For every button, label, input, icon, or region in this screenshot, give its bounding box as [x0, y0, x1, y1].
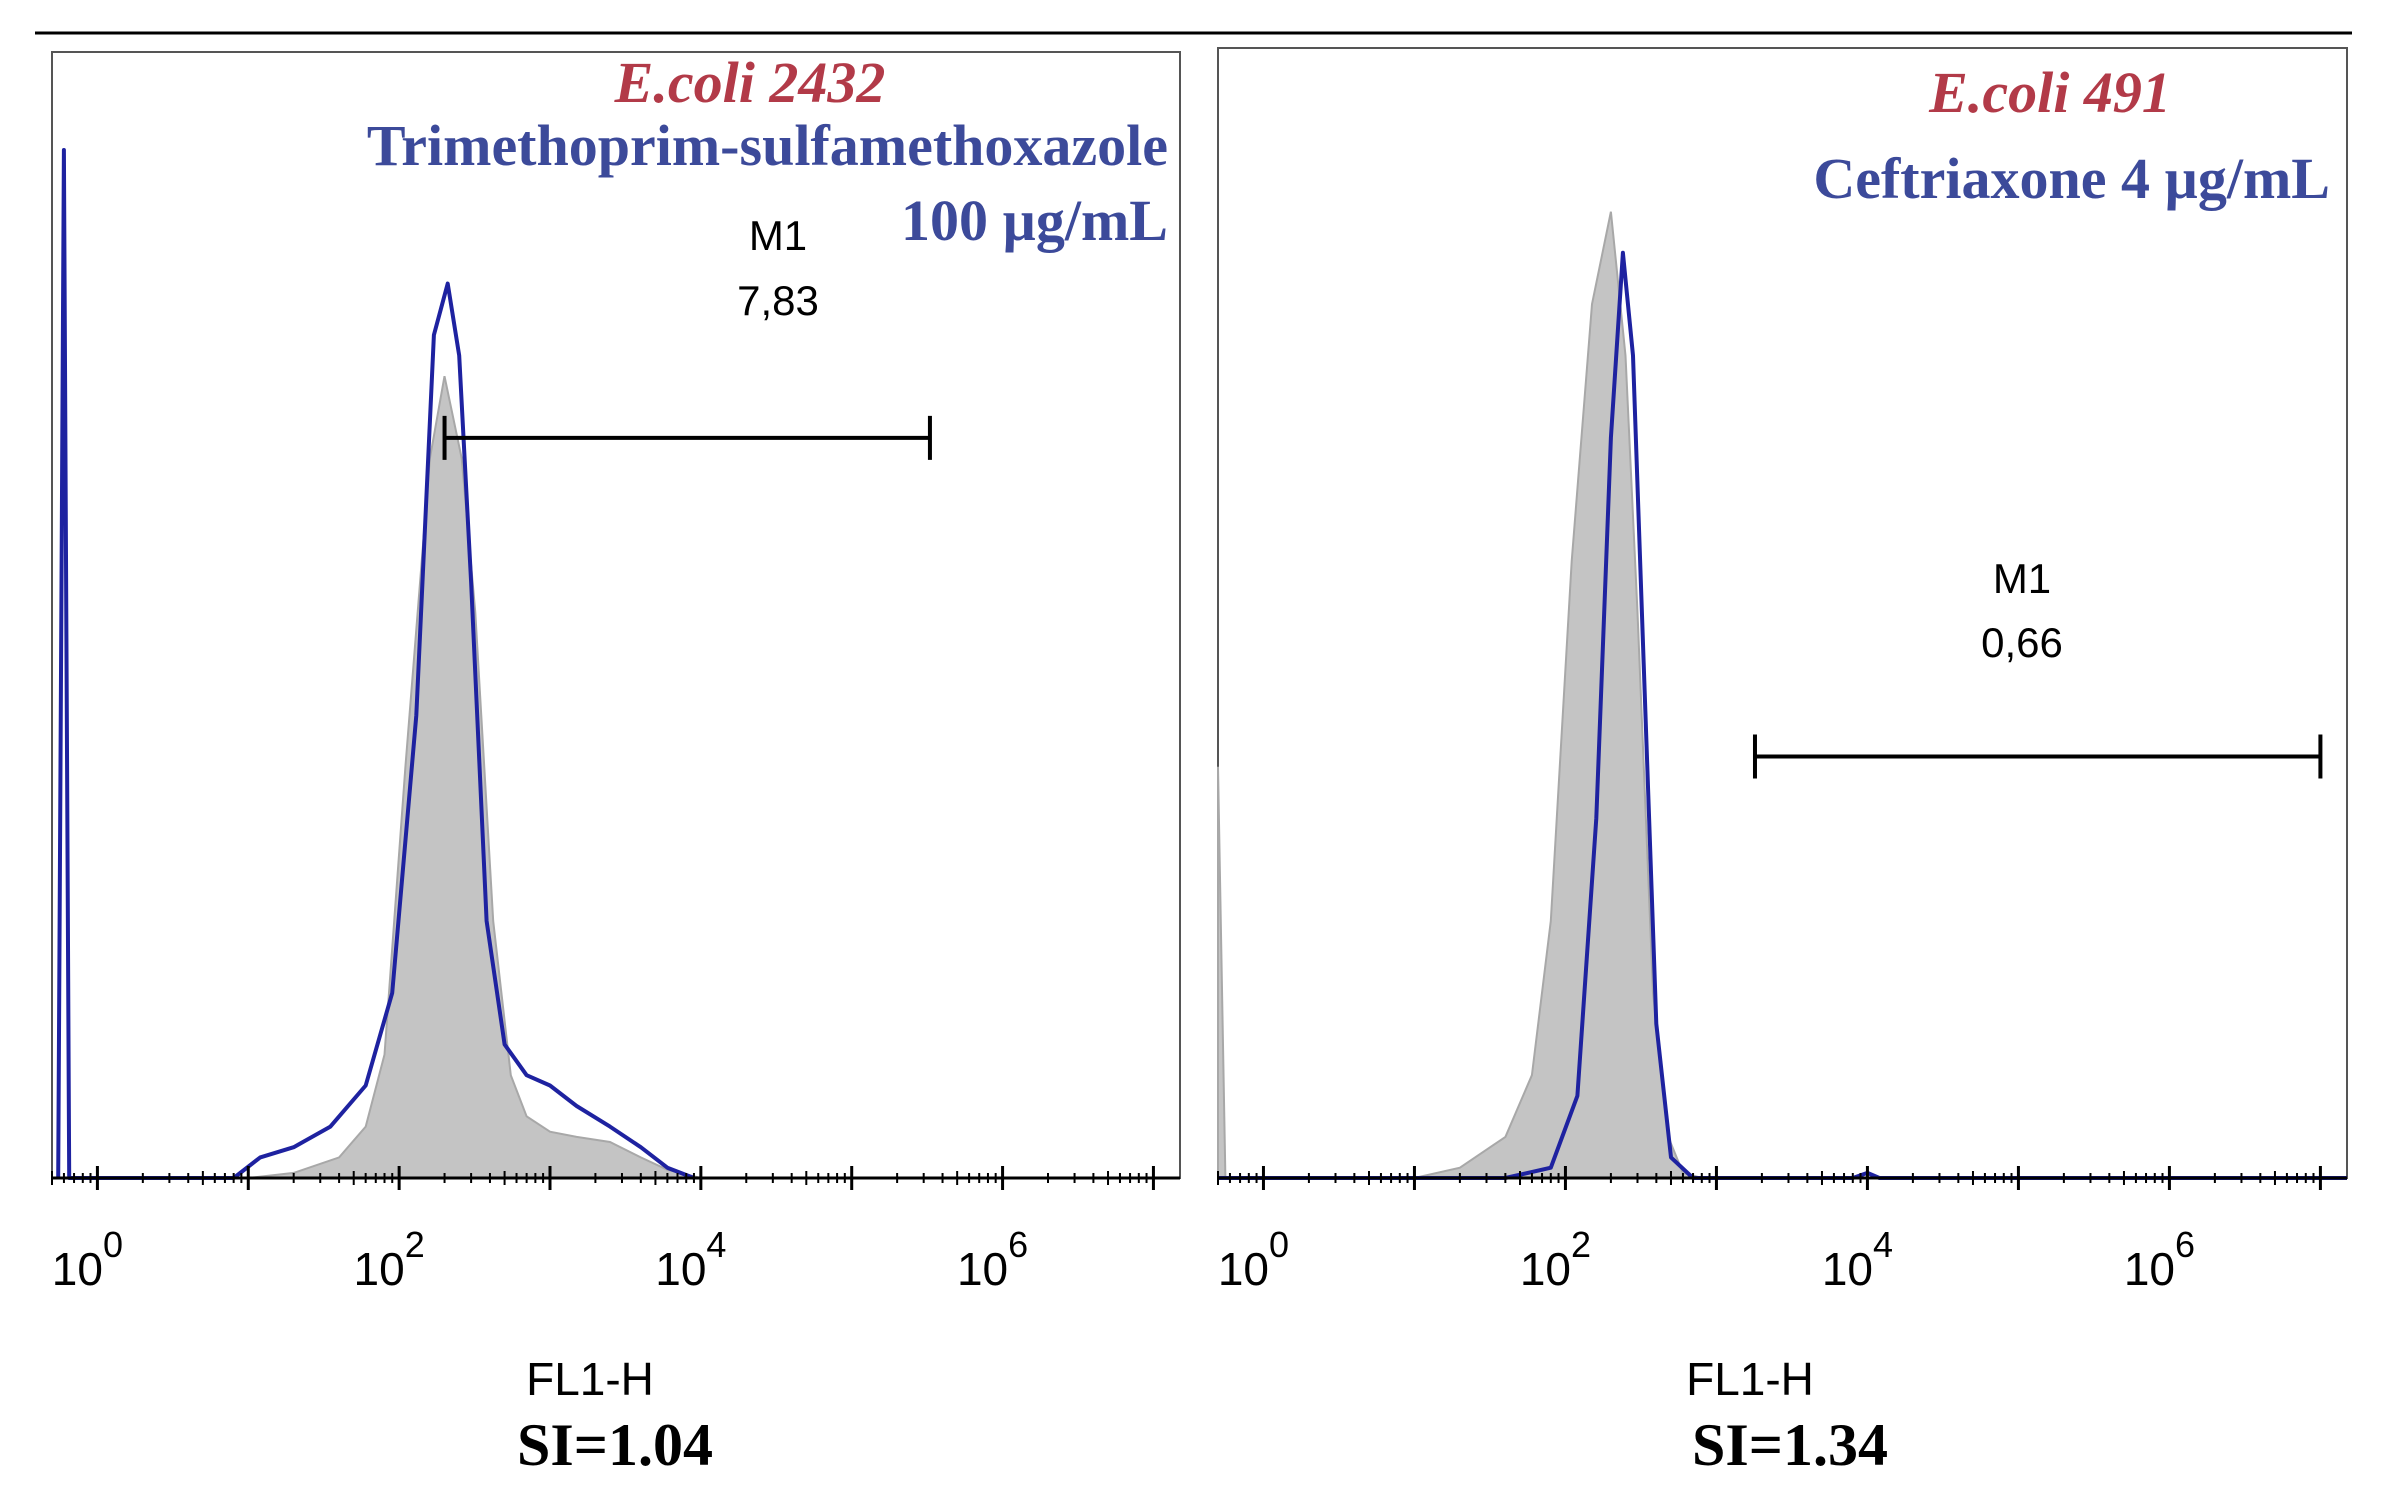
control-histogram-fill [1217, 211, 1703, 1179]
plot-frame [1217, 47, 2348, 1179]
x-axis-label: FL1-H [1686, 1353, 1814, 1405]
gate-name-label: M1 [1993, 555, 2051, 602]
treated-histogram-line [56, 148, 695, 1180]
histogram-panel-2: 100 102 104 106 E.coli 491 Ceftriaxone 4 µg/m… [1217, 47, 2348, 1478]
gate-value-label: 7,83 [737, 277, 819, 324]
x-tick-label: 104 [655, 1224, 726, 1295]
x-tick-label: 104 [1822, 1224, 1893, 1295]
chart-title: E.coli 2432 [614, 50, 886, 115]
chart-subtitle-line: Trimethoprim-sulfamethoxazole [367, 113, 1168, 178]
x-tick-label: 106 [2124, 1224, 2195, 1295]
x-tick-label: 102 [1520, 1224, 1591, 1295]
x-tick-label: 102 [354, 1224, 425, 1295]
histogram-panel-1: 100 102 104 106 E.coli 2432Trimethoprim-sulf… [51, 50, 1181, 1478]
si-caption: SI=1.34 [1692, 1412, 1888, 1478]
x-tick-label: 106 [957, 1224, 1028, 1295]
treated-histogram-line [1218, 250, 2347, 1180]
chart-title: E.coli 491 [1928, 60, 2171, 125]
gate-name-label: M1 [749, 212, 807, 259]
x-axis-label: FL1-H [526, 1353, 654, 1405]
chart-subtitle-line: Ceftriaxone 4 µg/mL [1813, 146, 2330, 211]
x-tick-label: 100 [52, 1224, 123, 1295]
chart-subtitle-line: 100 µg/mL [901, 188, 1168, 253]
gate-value-label: 0,66 [1981, 619, 2063, 666]
x-tick-label: 100 [1218, 1224, 1289, 1295]
control-histogram-fill [97, 375, 702, 1179]
si-caption: SI=1.04 [517, 1412, 713, 1478]
